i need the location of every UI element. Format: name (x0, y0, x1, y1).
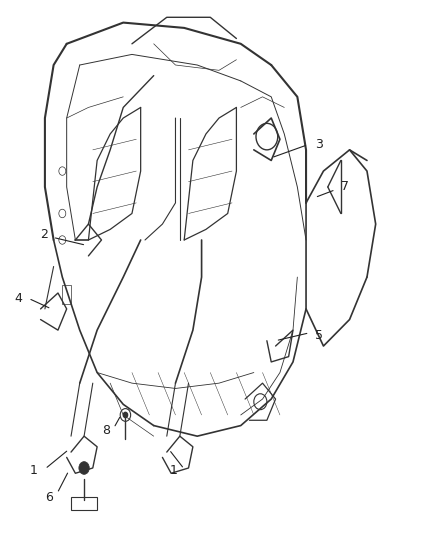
Circle shape (79, 462, 89, 474)
Text: 4: 4 (15, 292, 23, 305)
Text: 2: 2 (40, 228, 48, 241)
Bar (62, 285, 71, 304)
Text: 3: 3 (315, 138, 323, 151)
Text: 7: 7 (341, 181, 349, 193)
Text: 1: 1 (170, 464, 177, 477)
Circle shape (123, 413, 127, 418)
Text: 5: 5 (315, 329, 323, 342)
Text: 6: 6 (45, 491, 53, 504)
Text: 8: 8 (102, 424, 110, 438)
Text: 1: 1 (30, 464, 38, 477)
